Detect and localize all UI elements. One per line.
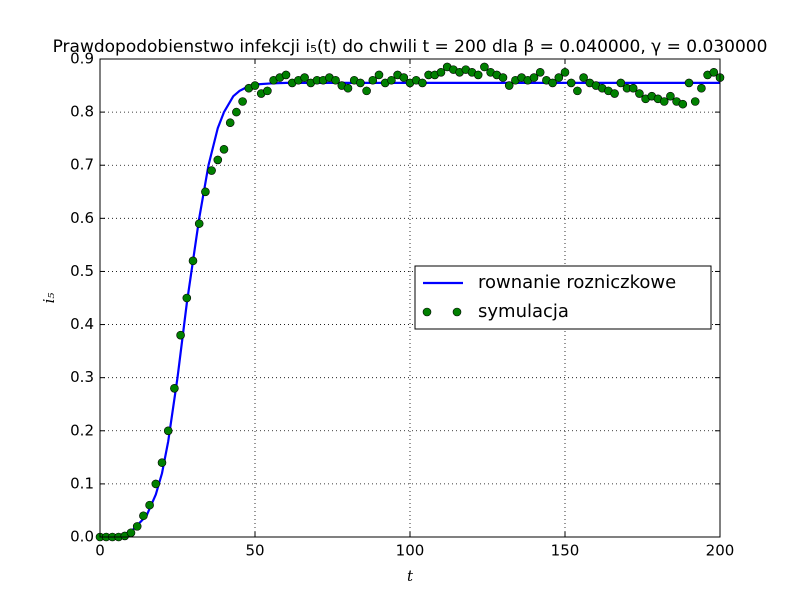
y-tick-label: 0.1 <box>70 474 94 492</box>
point <box>504 81 514 90</box>
point <box>628 83 638 93</box>
point <box>709 67 719 77</box>
point <box>473 70 483 80</box>
point <box>263 86 272 96</box>
chart-title: Prawdopodobienstwo infekcji i₅(t) do chw… <box>53 37 768 57</box>
point <box>535 67 545 77</box>
y-tick-label: 0.3 <box>70 368 94 386</box>
point <box>362 86 371 96</box>
point <box>498 73 508 82</box>
point <box>170 383 179 393</box>
plot-frame <box>99 58 721 538</box>
point <box>635 89 644 98</box>
point <box>529 73 539 82</box>
point <box>684 78 694 88</box>
point <box>157 458 167 467</box>
x-tick-label: 200 <box>706 542 735 560</box>
point <box>374 70 384 80</box>
point <box>238 97 247 106</box>
y-axis-label: i₅ <box>40 293 58 304</box>
point <box>659 97 669 106</box>
legend-swatch <box>422 307 432 317</box>
point <box>418 78 427 88</box>
point <box>145 500 154 510</box>
y-tick-label: 0.2 <box>70 421 94 439</box>
point <box>368 75 378 85</box>
point <box>678 99 688 109</box>
point <box>436 67 446 77</box>
point <box>610 89 619 98</box>
point <box>566 78 576 88</box>
x-axis-label: t <box>407 567 414 585</box>
point <box>399 73 409 82</box>
y-tick-label: 0.0 <box>70 528 94 546</box>
legend-box <box>414 265 712 330</box>
y-tick-label: 0.5 <box>70 262 94 280</box>
x-tick-label: 50 <box>245 542 264 560</box>
point <box>387 75 396 85</box>
y-tick-label: 0.8 <box>70 103 94 121</box>
x-tick-label: 100 <box>396 542 425 560</box>
y-tick-label: 0.7 <box>70 156 94 174</box>
point <box>480 62 489 72</box>
point <box>194 219 204 228</box>
point <box>126 528 136 538</box>
point <box>356 78 365 88</box>
point <box>225 118 235 128</box>
point <box>139 511 148 521</box>
point <box>151 479 161 489</box>
point <box>163 426 173 436</box>
point <box>213 155 223 165</box>
point <box>579 73 588 82</box>
point <box>219 144 229 154</box>
point <box>343 83 353 93</box>
point <box>281 70 291 80</box>
point <box>548 78 557 88</box>
point <box>182 293 192 303</box>
legend-label: symulacja <box>478 301 569 322</box>
point <box>176 330 185 340</box>
y-tick-label: 0.6 <box>70 209 94 227</box>
point <box>697 83 706 93</box>
point <box>666 91 675 101</box>
point <box>554 73 564 82</box>
point <box>616 78 626 88</box>
y-tick-label: 0.9 <box>70 50 94 68</box>
point <box>560 67 570 77</box>
point <box>207 166 216 175</box>
x-tick-label: 0 <box>95 542 105 560</box>
legend-label: rownanie rozniczkowe <box>478 272 676 293</box>
legend-swatch <box>452 307 462 317</box>
point <box>188 256 198 266</box>
point <box>331 75 340 85</box>
point <box>201 187 210 197</box>
point <box>132 522 142 531</box>
point <box>300 73 309 82</box>
point <box>690 97 700 106</box>
point <box>250 81 260 90</box>
point <box>232 107 241 117</box>
y-tick-label: 0.4 <box>70 315 94 333</box>
point <box>573 86 582 96</box>
x-tick-label: 150 <box>551 542 580 560</box>
